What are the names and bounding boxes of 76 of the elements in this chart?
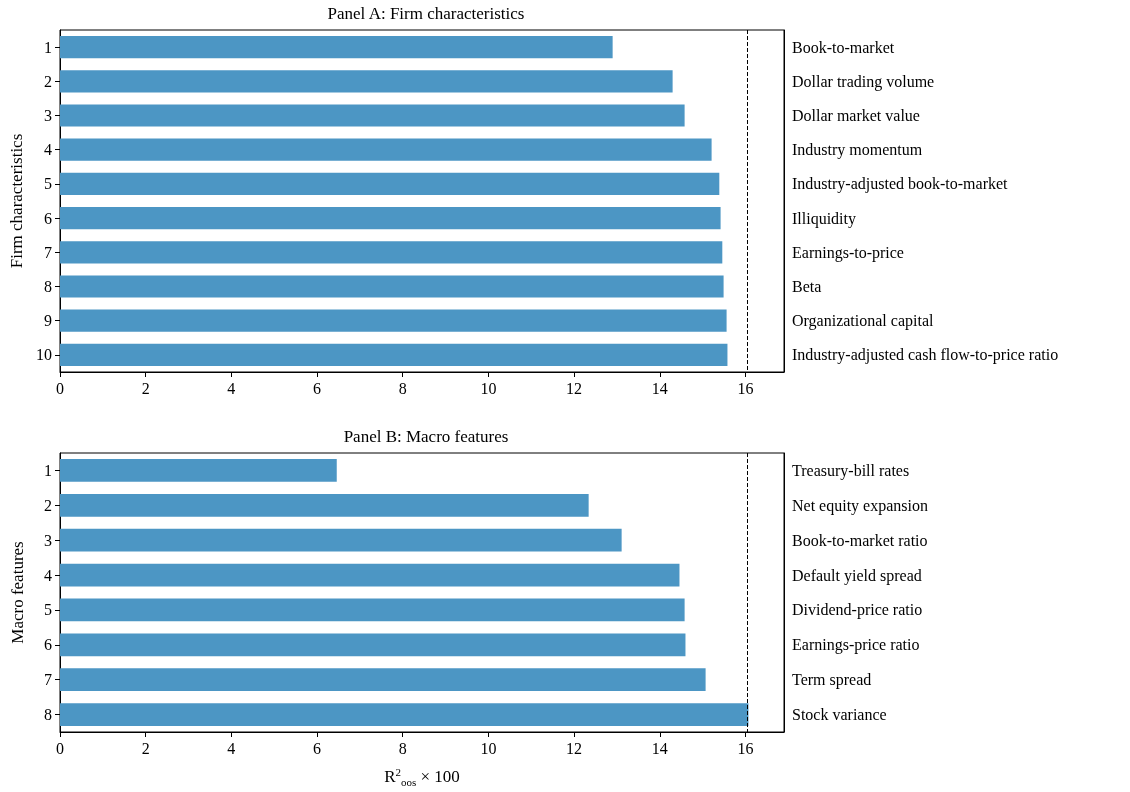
y-tick-label: 5: [44, 601, 52, 619]
y2-tick-label: Dollar trading volume: [792, 72, 935, 91]
y2-tick-label: Dividend-price ratio: [792, 601, 923, 620]
y2-tick-label: Book-to-market ratio: [792, 531, 928, 549]
y-tick-label: 1: [44, 461, 52, 479]
y-tick-label: 7: [44, 671, 52, 689]
x-tick-label: 8: [398, 379, 407, 397]
y-tick-label: 9: [44, 312, 52, 330]
y2-tick-label: Industry-adjusted cash flow-to-price ratio: [792, 346, 1059, 365]
y2-tick-label: Organizational capital: [792, 312, 934, 331]
y-tick-label: 8: [44, 706, 52, 724]
y-tick-label: 6: [44, 636, 52, 654]
x-tick-label: 4: [227, 379, 236, 397]
y-axis-title: Macro features: [8, 541, 27, 644]
y2-tick-label: Term spread: [792, 671, 872, 690]
bar: [60, 493, 589, 517]
x-tick-label: 14: [651, 739, 668, 757]
y-tick-label: 2: [44, 496, 52, 514]
bar: [60, 275, 724, 298]
x-tick-label: 2: [141, 379, 150, 397]
y-axis-title: Firm characteristics: [7, 133, 27, 269]
y-tick-label: 3: [44, 531, 52, 549]
x-tick-label: 2: [141, 739, 150, 757]
x-tick-label: 0: [56, 739, 64, 757]
x-tick-label: 8: [398, 739, 407, 757]
bar: [60, 70, 673, 93]
y-tick-label: 4: [44, 566, 52, 584]
y2-tick-label: Illiquidity: [792, 209, 856, 228]
bar: [60, 172, 720, 196]
chart-title: Panel B: Macro features: [343, 427, 509, 446]
y2-tick-label: Book-to-market: [792, 38, 895, 56]
y2-tick-label: Treasury-bill rates: [792, 461, 910, 480]
y-tick-label: 7: [44, 243, 52, 261]
bar: [60, 459, 337, 482]
chart-title: Panel A: Firm characteristics: [327, 4, 525, 23]
y-tick-label: 8: [44, 278, 52, 295]
y2-tick-label: Stock variance: [792, 706, 887, 724]
y-tick-label: 5: [44, 175, 52, 193]
y-tick-label: 3: [44, 107, 52, 124]
x-tick-label: 10: [480, 739, 497, 757]
bar: [60, 309, 727, 332]
y2-tick-label: Beta: [792, 278, 822, 295]
bar: [60, 138, 712, 161]
y2-tick-label: Industry momentum: [792, 141, 923, 160]
y2-tick-label: Net equity expansion: [792, 496, 928, 515]
x-tick-label: 6: [313, 739, 322, 757]
y2-tick-label: Industry-adjusted book-to-market: [792, 175, 1009, 194]
bar: [60, 633, 686, 657]
bar: [60, 104, 685, 127]
y2-tick-label: Earnings-price ratio: [792, 636, 920, 655]
bar: [60, 563, 680, 587]
x-tick-label: 4: [227, 739, 236, 757]
y2-tick-label: Earnings-to-price: [792, 243, 904, 262]
x-tick-label: 16: [737, 739, 754, 757]
bar: [60, 241, 723, 264]
y-tick-label: 4: [44, 141, 52, 159]
bar: [60, 528, 622, 552]
bar: [60, 668, 706, 692]
x-tick-label: 14: [651, 379, 668, 397]
bar: [60, 206, 721, 230]
x-tick-label: 0: [56, 379, 64, 397]
y-tick-label: 1: [44, 38, 52, 56]
y2-tick-label: Dollar market value: [792, 107, 920, 124]
y-tick-label: 10: [36, 346, 52, 364]
x-tick-label: 6: [313, 379, 322, 397]
x-tick-label: 12: [566, 379, 583, 397]
x-tick-label: 10: [480, 379, 497, 397]
bar: [60, 343, 728, 367]
bar: [60, 598, 685, 622]
x-tick-label: 16: [737, 379, 754, 397]
y-tick-label: 2: [44, 72, 52, 90]
x-tick-label: 12: [566, 739, 583, 757]
y2-tick-label: Default yield spread: [792, 566, 922, 585]
bar: [60, 703, 749, 726]
y-tick-label: 6: [44, 209, 52, 227]
bar: [60, 35, 613, 59]
